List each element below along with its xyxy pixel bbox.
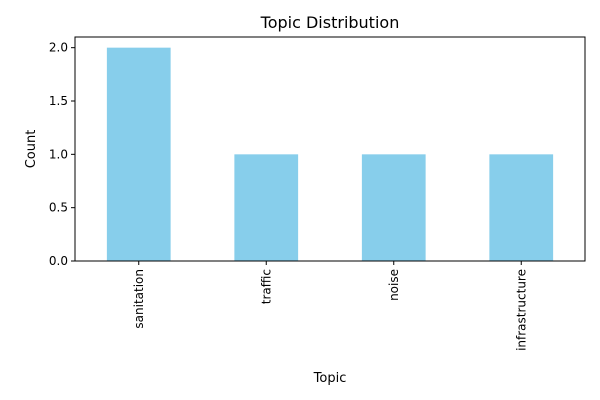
- bars-group: [106, 47, 554, 261]
- y-tick-label: 1.5: [49, 94, 68, 108]
- y-tick-label: 1.0: [49, 147, 68, 161]
- x-axis-ticks: sanitation traffic noise infrastructure: [132, 261, 528, 351]
- x-tick-label: sanitation: [132, 269, 146, 329]
- y-axis-ticks: 0.0 0.5 1.0 1.5 2.0: [49, 41, 75, 268]
- plot-frame: [74, 36, 586, 262]
- y-tick-label: 0.5: [49, 201, 68, 215]
- bar-sanitation: [106, 47, 171, 261]
- x-tick-label: traffic: [259, 269, 273, 304]
- bar-infrastructure: [489, 154, 554, 261]
- bar-noise: [361, 154, 426, 261]
- chart-title: Topic Distribution: [260, 13, 400, 32]
- bar-traffic: [234, 154, 299, 261]
- x-tick-label: noise: [387, 269, 401, 301]
- x-tick-label: infrastructure: [514, 269, 528, 351]
- y-tick-label: 0.0: [49, 254, 68, 268]
- x-axis-title: Topic: [313, 371, 347, 386]
- y-axis-title: Count: [24, 130, 39, 169]
- y-tick-label: 2.0: [49, 41, 68, 55]
